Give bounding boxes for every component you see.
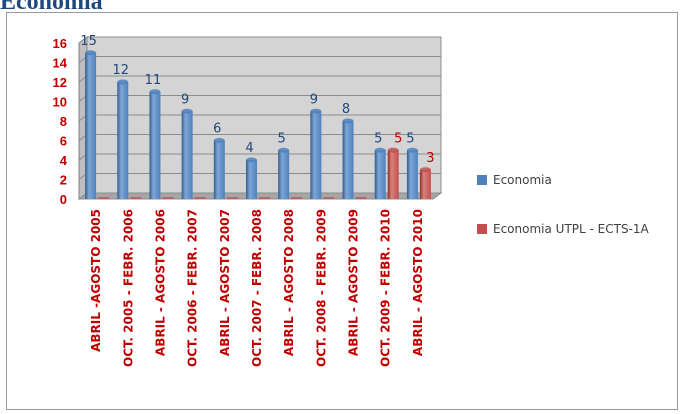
- x-tick-label: OCT. 2009 - FEBR. 2010: [379, 209, 393, 367]
- x-tick-label: OCT. 2006 - FEBR. 2007: [186, 209, 200, 367]
- data-label: 12: [112, 63, 129, 78]
- bar: [278, 150, 289, 199]
- chart-frame: 0 2 4 6 8 10 12 14 16 15 ABRIL -AGOSTO 2005 12 OCT. …: [6, 12, 678, 410]
- y-tick-label: 2: [60, 173, 67, 188]
- bar-top: [407, 148, 418, 153]
- bar-baseline: [130, 197, 141, 199]
- data-label: 3: [426, 151, 434, 166]
- x-tick-label: ABRIL - AGOSTO 2010: [411, 209, 425, 356]
- data-label: 9: [310, 92, 318, 107]
- bar: [117, 82, 128, 199]
- bar-top: [85, 50, 96, 55]
- bar-top: [278, 148, 289, 153]
- bar: [214, 141, 225, 200]
- bar-baseline: [259, 197, 270, 199]
- bar-baseline: [356, 197, 367, 199]
- bar-top: [343, 119, 354, 124]
- bar-top: [388, 148, 399, 153]
- legend-label: Economia UTPL - ECTS-1A: [493, 222, 649, 236]
- data-label: 5: [374, 131, 382, 146]
- y-tick-label: 6: [60, 134, 67, 149]
- x-tick-label: ABRIL - AGOSTO 2006: [153, 209, 167, 356]
- bar-top: [246, 158, 257, 163]
- bar-baseline: [227, 197, 238, 199]
- bar-baseline: [323, 197, 334, 199]
- data-label: 11: [145, 73, 162, 88]
- bar: [375, 150, 386, 199]
- y-tick-label: 8: [60, 114, 67, 129]
- bar: [420, 170, 431, 199]
- legend-item-economia: Economia: [477, 171, 677, 190]
- bar: [246, 160, 257, 199]
- data-label: 8: [342, 102, 350, 117]
- x-tick-label: OCT. 2008 - FEBR. 2009: [314, 209, 328, 367]
- bar-baseline: [162, 197, 173, 199]
- bar: [407, 150, 418, 199]
- data-label: 5: [406, 131, 414, 146]
- bar-top: [182, 109, 193, 114]
- legend-swatch-economia-utpl: [477, 224, 487, 234]
- data-label: 4: [245, 141, 253, 156]
- x-tick-label: ABRIL - AGOSTO 2009: [347, 209, 361, 356]
- y-tick-label: 14: [53, 56, 68, 71]
- bar: [149, 92, 160, 199]
- bar: [343, 121, 354, 199]
- y-tick-label: 0: [60, 192, 67, 207]
- x-tick-label: OCT. 2007 - FEBR. 2008: [250, 209, 264, 367]
- x-tick-label: OCT. 2005 - FEBR. 2006: [121, 209, 135, 367]
- y-tick-label: 10: [53, 95, 67, 110]
- bar: [182, 111, 193, 199]
- x-tick-label: ABRIL - AGOSTO 2008: [282, 209, 296, 356]
- data-label: 5: [278, 131, 286, 146]
- data-label: 5: [394, 131, 402, 146]
- data-label: 15: [80, 34, 97, 49]
- chart-legend: Economia Economia UTPL - ECTS-1A: [477, 171, 677, 269]
- bar-baseline: [195, 197, 206, 199]
- x-tick-label: ABRIL -AGOSTO 2005: [89, 209, 103, 352]
- legend-item-economia-utpl: Economia UTPL - ECTS-1A: [477, 220, 677, 239]
- legend-swatch-economia: [477, 175, 487, 185]
- bar-top: [214, 138, 225, 143]
- bar-top: [420, 167, 431, 172]
- bar-baseline: [98, 197, 109, 199]
- bar-top: [310, 109, 321, 114]
- bar-top: [149, 89, 160, 94]
- y-tick-label: 12: [53, 75, 67, 90]
- data-label: 9: [181, 92, 189, 107]
- bar-top: [117, 80, 128, 85]
- bar-baseline: [291, 197, 302, 199]
- x-tick-label: ABRIL - AGOSTO 2007: [218, 209, 232, 356]
- y-tick-label: 4: [60, 153, 68, 168]
- bar: [388, 150, 399, 199]
- y-tick-label: 16: [53, 36, 67, 51]
- legend-label: Economia: [493, 173, 552, 187]
- bar: [85, 53, 96, 199]
- bar: [310, 111, 321, 199]
- data-label: 6: [213, 122, 221, 137]
- bar-top: [375, 148, 386, 153]
